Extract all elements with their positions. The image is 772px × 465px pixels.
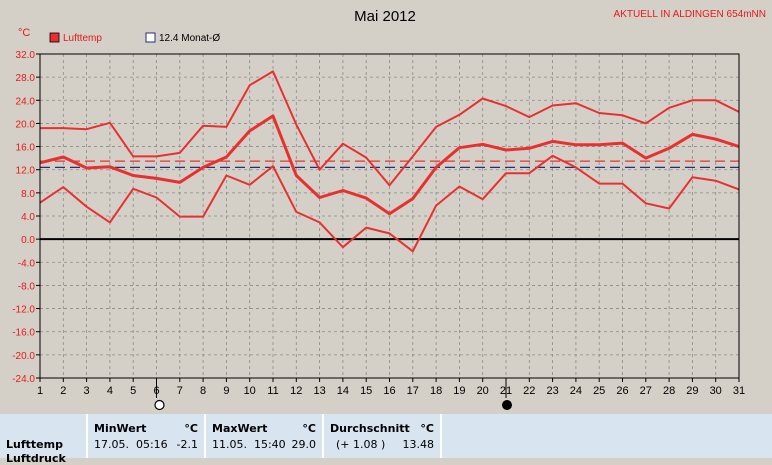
avg-header: Durchschnitt [330, 422, 410, 435]
y-tick-label: -8.0 [18, 281, 36, 292]
x-tick-label: 10 [244, 385, 256, 397]
avg-value: 13.48 [402, 438, 435, 451]
x-tick-label: 20 [477, 385, 489, 397]
x-tick-label: 24 [570, 385, 582, 397]
max-header: MaxWert [212, 422, 268, 435]
min-header: MinWert [94, 422, 147, 435]
y-tick-label: 24.0 [16, 96, 36, 107]
legend: Lufttemp 12.4 Monat-Ø [49, 32, 220, 44]
x-tick-label: 18 [430, 385, 442, 397]
x-tick-label: 28 [663, 385, 675, 397]
legend-label-lufttemp: Lufttemp [63, 33, 102, 44]
y-tick-label: 0.0 [21, 235, 35, 246]
y-tick-labels: 32.0 28.0 24.0 20.0 16.0 12.0 8.0 4.0 0.0 -4.0 -8.… [12, 50, 40, 385]
legend-swatch-lufttemp [49, 32, 60, 43]
x-tick-label: 3 [84, 385, 90, 397]
x-tick-label: 14 [337, 385, 349, 397]
legend-label-monat: 12.4 Monat-Ø [159, 33, 220, 44]
x-tick-label: 13 [313, 385, 325, 397]
grid-lines [39, 53, 740, 379]
x-tick-label: 25 [593, 385, 605, 397]
y-tick-label: 20.0 [16, 119, 36, 130]
station-label: AKTUELL IN ALDINGEN 654mNN [614, 9, 766, 20]
max-value: 29.0 [291, 438, 317, 451]
x-tick-label: 5 [130, 385, 136, 397]
y-tick-label: -4.0 [18, 258, 36, 269]
y-tick-label: 16.0 [16, 143, 36, 154]
y-unit-label: °C [18, 27, 30, 39]
average-cell: Durchschnitt °C (+ 1.08 ) 13.48 [324, 414, 442, 458]
series-line-min [39, 154, 740, 253]
x-tick-label: 29 [686, 385, 698, 397]
x-tick-label: 17 [407, 385, 419, 397]
x-tick-label: 2 [60, 385, 66, 397]
full-moon-icon [154, 399, 165, 411]
y-tick-label: 28.0 [16, 73, 36, 84]
x-tick-label: 15 [360, 385, 372, 397]
new-moon-icon [502, 400, 512, 410]
legend-swatch-monat [145, 32, 156, 43]
temperature-chart: 32.0 28.0 24.0 20.0 16.0 12.0 8.0 4.0 0.0 -4.0 -8.… [12, 8, 766, 411]
x-tick-label: 9 [223, 385, 229, 397]
x-tick-label: 4 [107, 385, 113, 397]
stats-row-label-cut: Luftdruck [6, 452, 66, 465]
x-tick-label: 11 [267, 385, 278, 397]
reference-lines [40, 160, 739, 168]
moon-markers [154, 378, 512, 411]
y-tick-label: -16.0 [12, 328, 35, 339]
x-tick-label: 19 [453, 385, 465, 397]
y-tick-label: 12.0 [16, 166, 36, 177]
x-tick-label: 30 [710, 385, 722, 397]
x-tick-label: 16 [383, 385, 395, 397]
stats-row-label-cell: Lufttemp Luftdruck [0, 414, 88, 465]
series-line-max [40, 70, 740, 187]
y-tick-label: -24.0 [12, 374, 35, 385]
y-tick-label: -12.0 [12, 305, 35, 316]
x-tick-label: 27 [640, 385, 652, 397]
y-tick-label: 4.0 [21, 212, 35, 223]
min-value-cell: MinWert °C 17.05. 05:16 -2.1 [88, 414, 206, 458]
x-tick-label: 23 [546, 385, 558, 397]
y-tick-label: -20.0 [12, 351, 35, 362]
max-unit: °C [302, 422, 316, 435]
x-tick-label: 22 [523, 385, 535, 397]
stats-row-label: Lufttemp [6, 438, 63, 451]
min-unit: °C [184, 422, 198, 435]
x-tick-label: 12 [290, 385, 302, 397]
min-value: -2.1 [176, 438, 198, 451]
avg-unit: °C [420, 422, 434, 435]
max-datetime: 11.05. 15:40 [212, 438, 286, 451]
x-tick-label: 31 [733, 385, 745, 397]
plot-border [39, 53, 740, 379]
series-lines [39, 70, 740, 253]
series-line-mean [39, 114, 740, 216]
min-datetime: 17.05. 05:16 [94, 438, 168, 451]
max-value-cell: MaxWert °C 11.05. 15:40 29.0 [206, 414, 324, 458]
y-tick-label: 32.0 [16, 50, 36, 61]
x-tick-label: 1 [37, 385, 43, 397]
stats-table: Lufttemp Luftdruck MinWert °C 17.05. 05:… [0, 414, 772, 465]
chart-title: Mai 2012 [354, 8, 416, 25]
x-tick-label: 8 [200, 385, 206, 397]
avg-diff: (+ 1.08 ) [336, 438, 386, 451]
x-tick-label: 7 [177, 385, 183, 397]
stats-empty-cell [442, 414, 772, 458]
x-tick-label: 26 [616, 385, 628, 397]
y-tick-label: 8.0 [21, 189, 35, 200]
